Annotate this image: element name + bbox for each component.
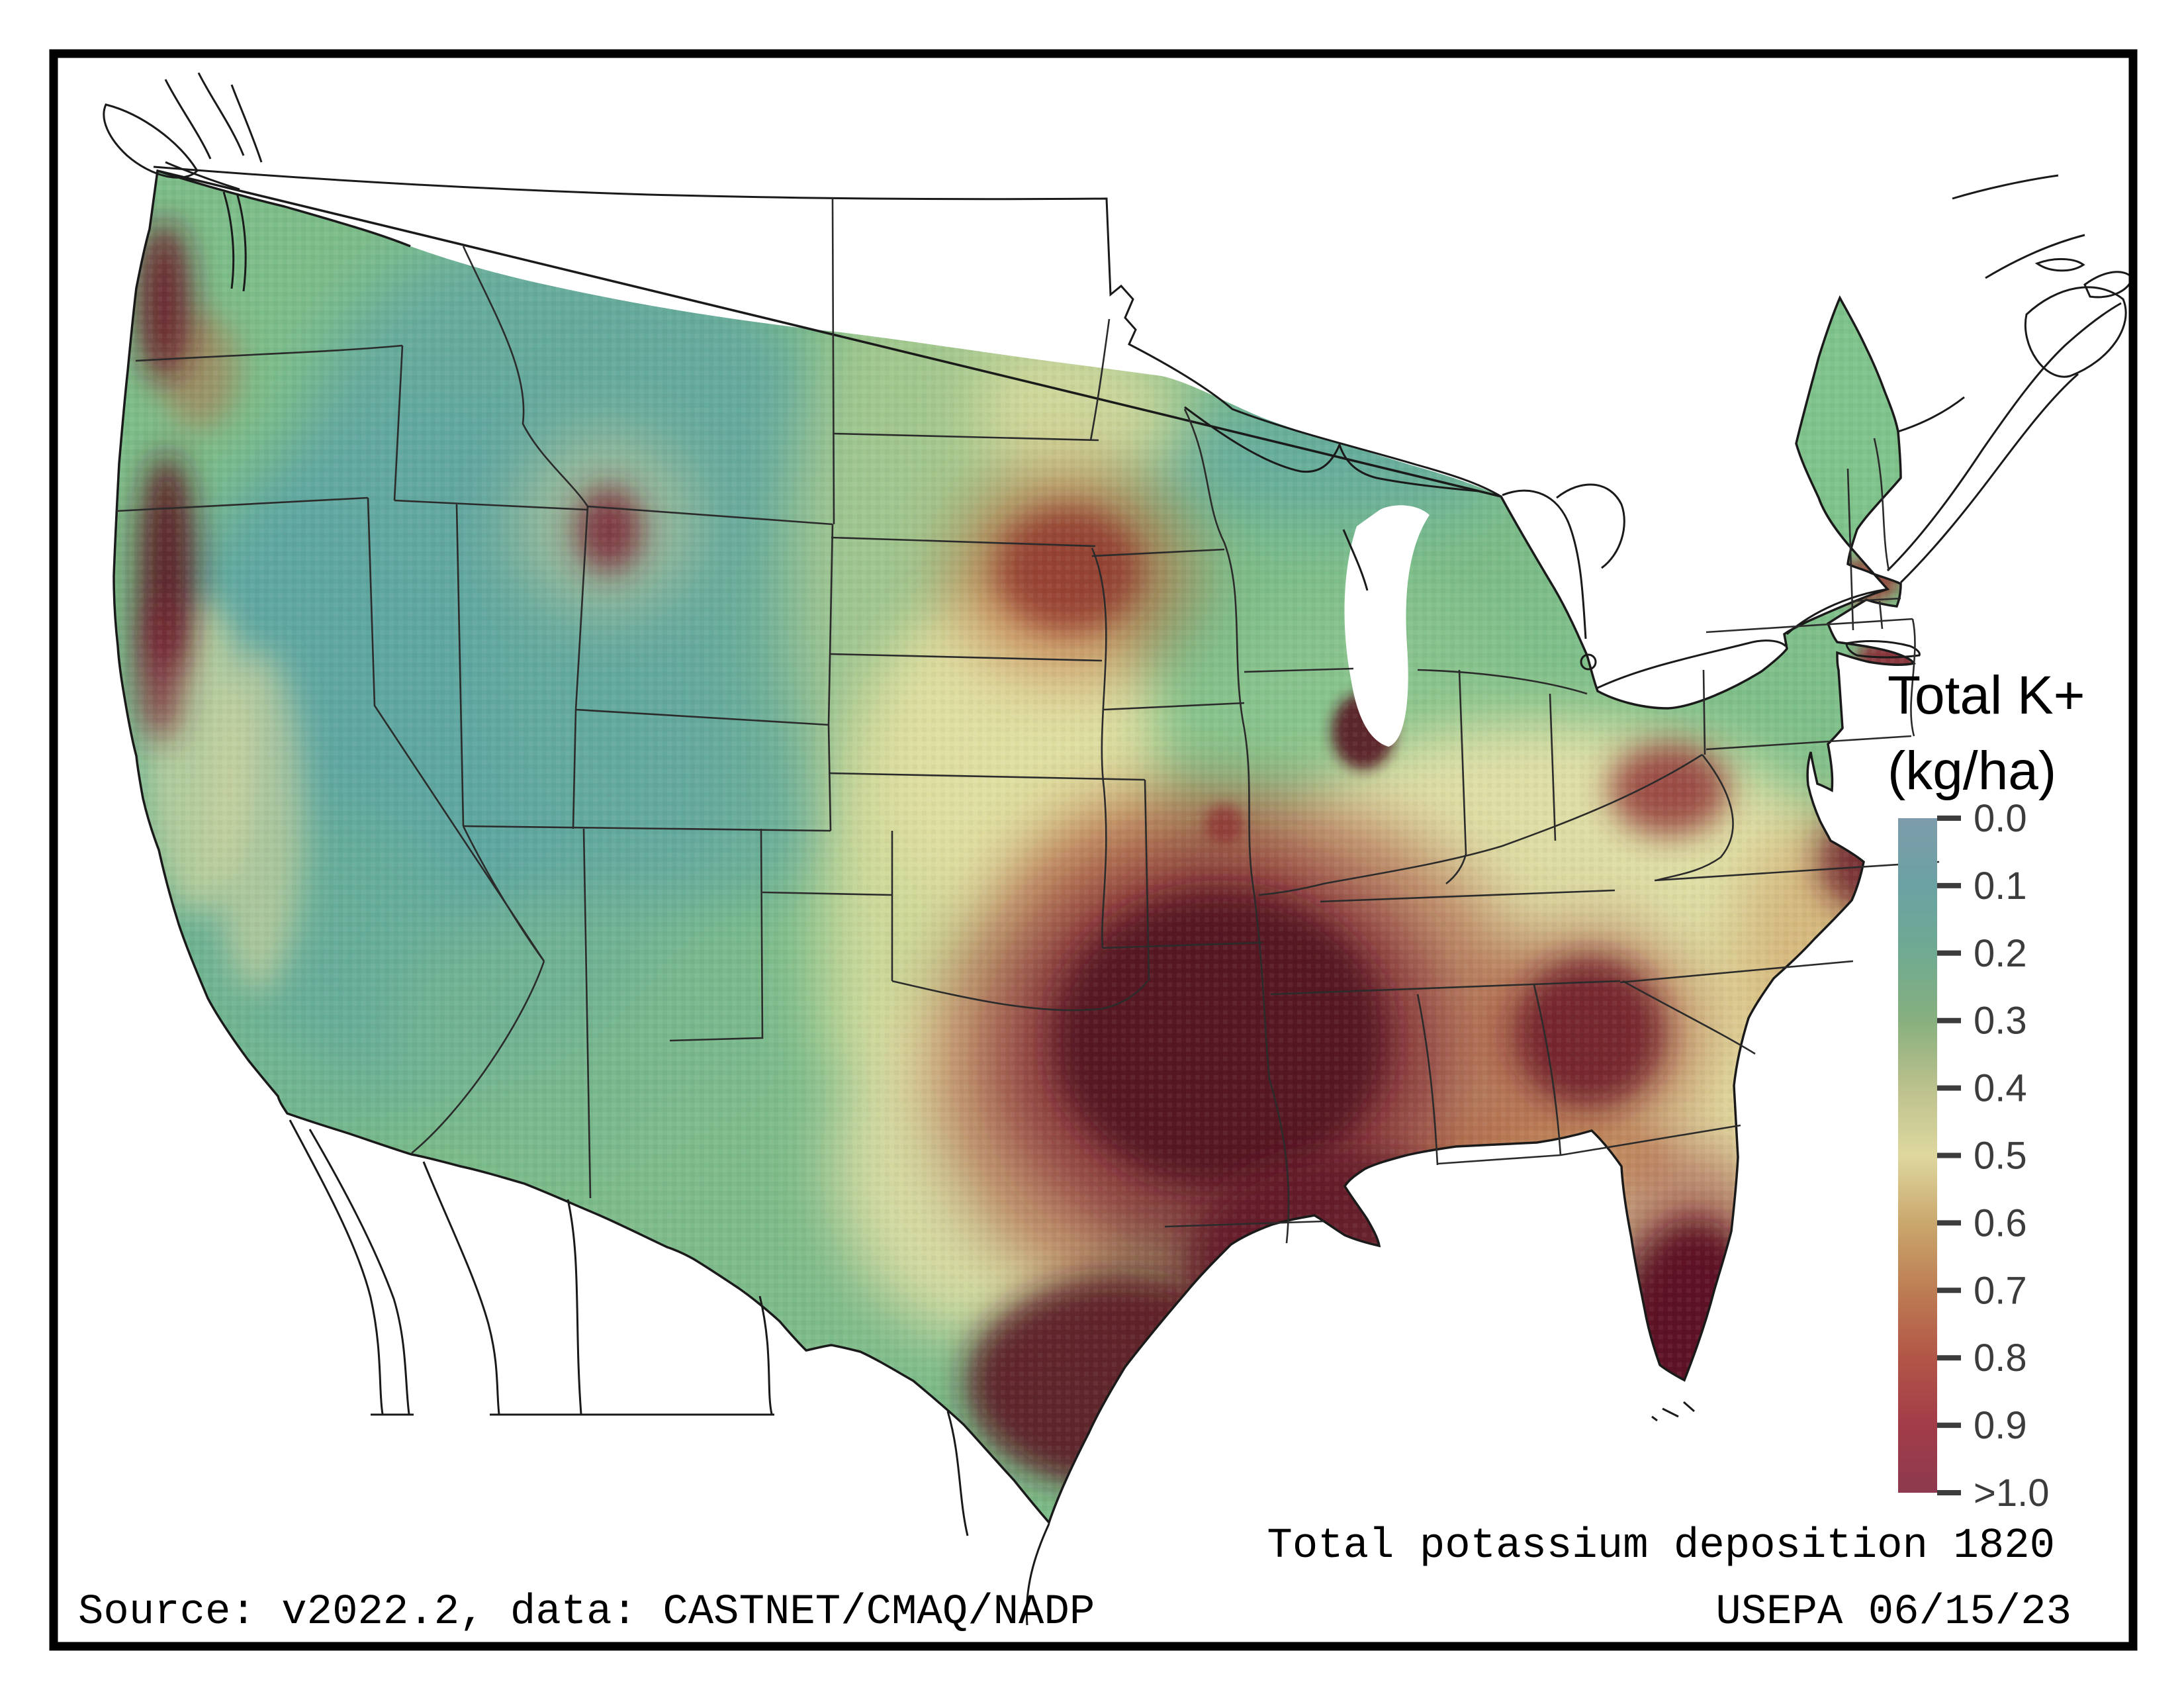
- agency-date-caption: USEPA 06/15/23: [1715, 1589, 2071, 1636]
- colorbar-tick-label: 0.7: [1974, 1269, 2027, 1312]
- map-title: Total potassium deposition 1820: [1267, 1523, 2055, 1570]
- colorbar-tick-label: 0.1: [1974, 865, 2027, 908]
- colorbar-tick-label: 0.8: [1974, 1336, 2027, 1380]
- colorbar-tick-label: 0.6: [1974, 1201, 2027, 1244]
- colorbar-tick-label: 0.0: [1974, 797, 2027, 840]
- legend-title-line1: Total K+: [1888, 665, 2085, 726]
- deposition-map-figure: Total K+ (kg/ha) 0.0 0.1 0.2 0.3 0.4 0.5 0.6 0.…: [0, 0, 2184, 1688]
- colorbar-tick-label: 0.2: [1974, 932, 2027, 975]
- colorbar-tick-label: >1.0: [1974, 1472, 2050, 1515]
- colorbar-tick-label: 0.3: [1974, 1000, 2027, 1043]
- colorbar-gradient-bar: [1898, 818, 1937, 1493]
- source-caption: Source: v2022.2, data: CASTNET/CMAQ/NADP: [78, 1589, 1095, 1636]
- figure-page: Total K+ (kg/ha) 0.0 0.1 0.2 0.3 0.4 0.5 0.6 0.…: [0, 0, 2184, 1688]
- legend-title-line2: (kg/ha): [1888, 741, 2056, 801]
- colorbar-tick-label: 0.5: [1974, 1135, 2027, 1178]
- colorbar-tick-label: 0.4: [1974, 1067, 2027, 1110]
- colorbar-tick-label: 0.9: [1974, 1404, 2027, 1447]
